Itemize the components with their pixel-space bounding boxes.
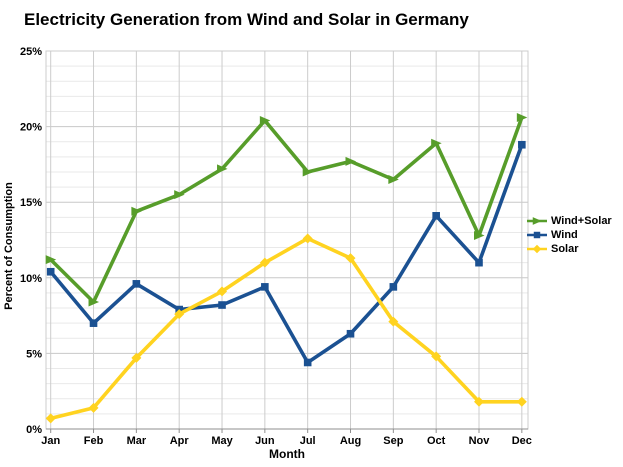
svg-text:Oct: Oct <box>427 435 446 447</box>
legend-item-wind-solar: Wind+Solar <box>527 214 612 228</box>
svg-text:0%: 0% <box>26 424 42 436</box>
x-axis-ticks <box>50 429 523 433</box>
svg-text:Jan: Jan <box>41 435 60 447</box>
solar-line-diamond-icon <box>527 244 547 254</box>
svg-text:Jul: Jul <box>300 435 316 447</box>
svg-text:Jun: Jun <box>255 435 275 447</box>
svg-text:5%: 5% <box>26 348 42 360</box>
y-axis-tick-labels: 0% 5% 10% 15% 20% 25% <box>20 46 42 436</box>
legend-item-wind: Wind <box>527 228 612 242</box>
x-axis-title: Month <box>269 447 305 461</box>
plot-frame <box>45 50 529 430</box>
chart-title: Electricity Generation from Wind and Sol… <box>24 10 469 29</box>
gridlines-major <box>46 126 528 354</box>
svg-text:25%: 25% <box>20 46 42 58</box>
svg-text:Sep: Sep <box>383 435 403 447</box>
svg-text:Dec: Dec <box>512 435 532 447</box>
legend-label: Wind <box>551 229 578 241</box>
svg-text:Aug: Aug <box>340 435 361 447</box>
svg-text:15%: 15% <box>20 197 42 209</box>
legend-item-solar: Solar <box>527 242 612 256</box>
series-wind-solar <box>45 113 528 307</box>
svg-text:Apr: Apr <box>170 435 190 447</box>
series-wind <box>46 140 526 367</box>
x-axis-tick-labels: Jan Feb Mar Apr May Jun Jul Aug Sep Oct Nov Dec <box>41 435 532 447</box>
wind-line-square-icon <box>527 231 547 239</box>
svg-text:Mar: Mar <box>127 435 147 447</box>
svg-text:Feb: Feb <box>84 435 104 447</box>
y-axis-title: Percent of Consumption <box>3 182 15 310</box>
legend-label: Solar <box>551 243 579 255</box>
wind-solar-line-arrow-icon <box>527 217 547 225</box>
svg-text:May: May <box>211 435 233 447</box>
series-solar <box>45 233 527 424</box>
legend-label: Wind+Solar <box>551 215 612 227</box>
legend: Wind+Solar Wind Solar <box>527 214 612 256</box>
svg-text:Nov: Nov <box>469 435 491 447</box>
gridlines-minor <box>46 65 528 415</box>
svg-text:20%: 20% <box>20 122 42 134</box>
svg-text:10%: 10% <box>20 273 42 285</box>
